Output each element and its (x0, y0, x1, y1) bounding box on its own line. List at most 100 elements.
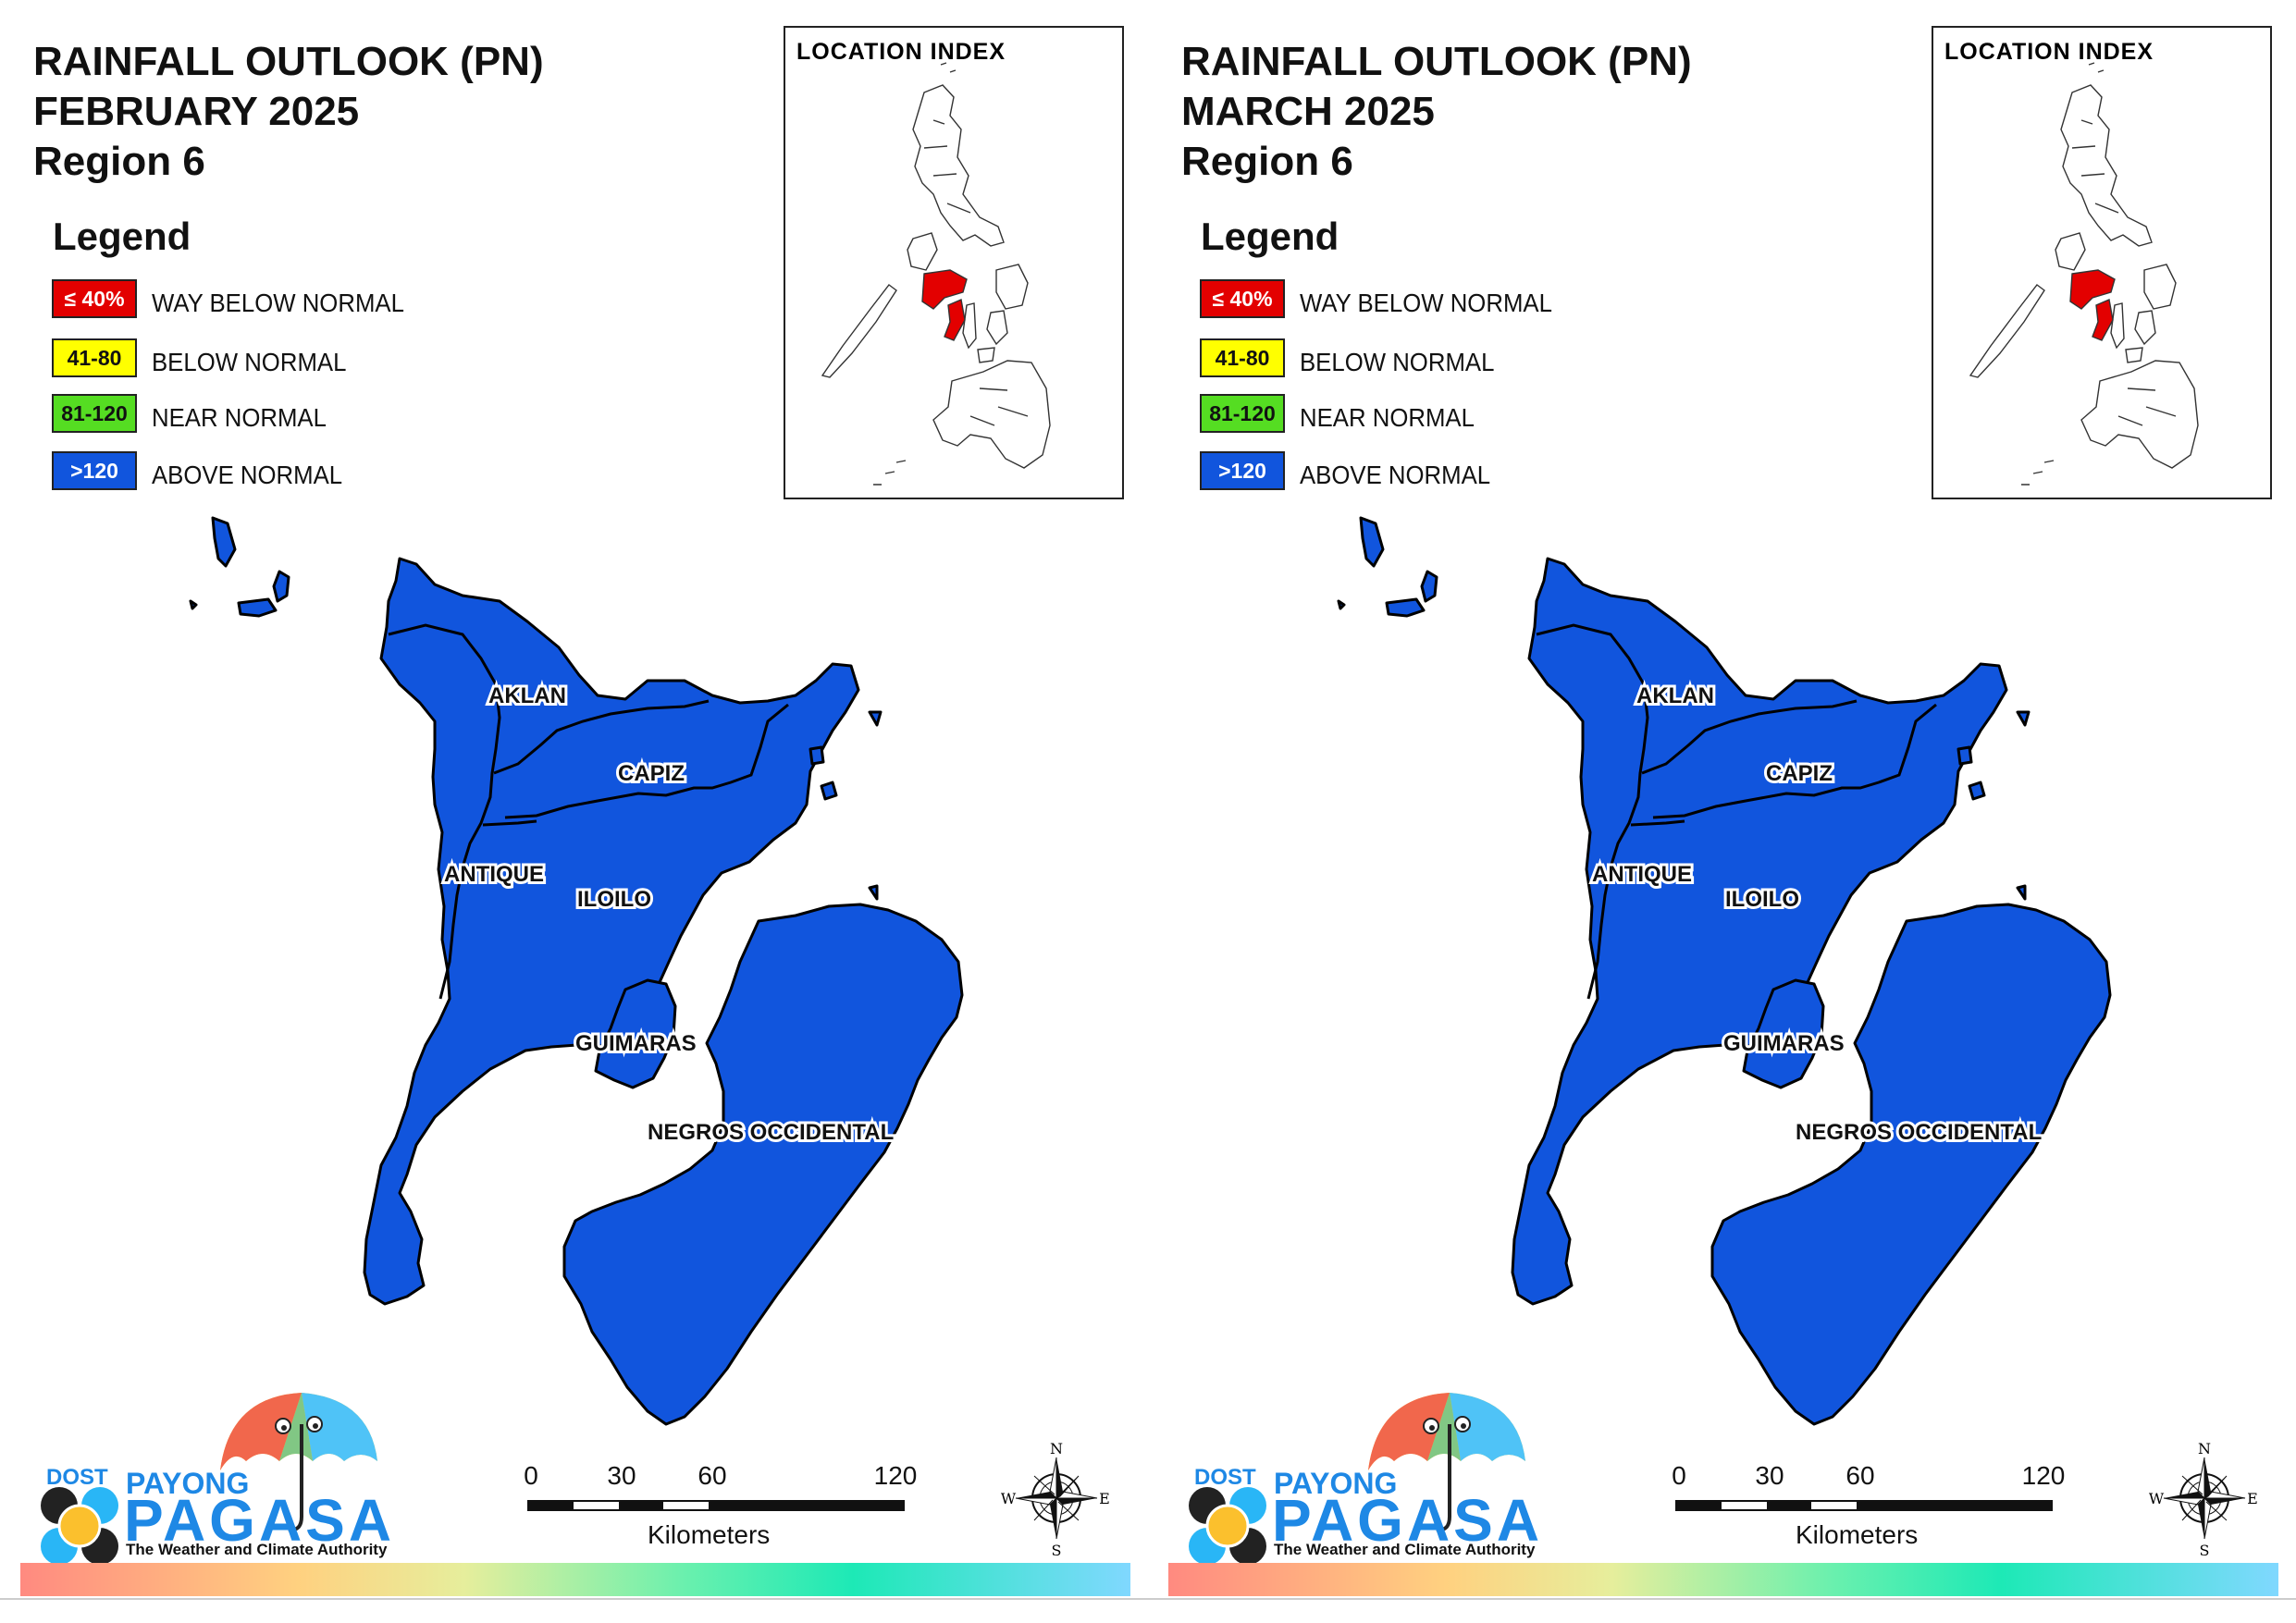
scale-tick: 120 (873, 1461, 918, 1490)
island-shape (1385, 597, 1426, 618)
philippines-inset-map (821, 62, 1051, 486)
compass-n: N (1050, 1440, 1063, 1457)
province-label-aklan: AKLAN (1636, 683, 1714, 708)
scale-tick: 60 (1845, 1461, 1875, 1490)
island-shape (820, 781, 838, 801)
philippines-inset-map (1969, 62, 2199, 486)
aklan-capiz-boundary (1641, 699, 1858, 775)
umbrella-logo-icon (1189, 1393, 1525, 1565)
province-label-antique: ANTIQUE (444, 862, 544, 887)
province-shapes (1337, 516, 2112, 1426)
location-index: LOCATION INDEX (784, 26, 1124, 499)
island-shape (809, 745, 825, 766)
umbrella-logo-icon (41, 1393, 377, 1565)
location-index-title: LOCATION INDEX (796, 39, 1006, 65)
legend-swatch: ≤ 40% (52, 279, 137, 318)
island-shape (1359, 516, 1385, 568)
scale-tick: 30 (607, 1461, 636, 1490)
dost-emblem (41, 1487, 118, 1565)
legend-swatch: >120 (1200, 451, 1285, 490)
region-6-map: AKLAN CAPIZ ANTIQUE ILOILO GUIMARAS NEGR… (189, 516, 964, 1426)
footer-gradient-bar (1168, 1563, 2278, 1596)
map-title: RAINFALL OUTLOOK (PN) FEBRUARY 2025 Regi… (33, 37, 544, 187)
province-label-guimaras: GUIMARAS (575, 1031, 697, 1056)
footer-divider (0, 1598, 2296, 1600)
legend-title: Legend (53, 215, 191, 258)
dost-label: DOST (1194, 1465, 1256, 1490)
title-line-1: RAINFALL OUTLOOK (PN) (33, 39, 544, 84)
province-label-capiz: CAPIZ (1766, 761, 1833, 786)
province-label-antique: ANTIQUE (1592, 862, 1692, 887)
legend-label: NEAR NORMAL (1300, 403, 1475, 432)
title-region: Region 6 (33, 139, 205, 184)
compass-s: S (2200, 1542, 2210, 1558)
footer-gradient-bar (20, 1563, 1130, 1596)
negros-occidental-shape (562, 903, 964, 1426)
island-shape (868, 884, 879, 901)
province-label-iloilo: ILOILO (1725, 887, 1799, 912)
dost-emblem (1189, 1487, 1266, 1565)
scale-tick: 0 (1672, 1461, 1686, 1490)
scale-tick: 60 (697, 1461, 727, 1490)
island-shape (189, 599, 198, 610)
legend-label: BELOW NORMAL (1300, 348, 1495, 376)
province-label-aklan: AKLAN (488, 683, 566, 708)
capiz-iloilo-boundary (504, 703, 789, 819)
tagline: The Weather and Climate Authority (1274, 1541, 1536, 1558)
tagline: The Weather and Climate Authority (126, 1541, 388, 1558)
compass-rose-icon: N E S W (2149, 1440, 2258, 1558)
island-shape (237, 597, 278, 618)
island-shape (2016, 710, 2031, 727)
compass-s: S (1052, 1542, 1062, 1558)
island-shape (868, 710, 883, 727)
legend-label: WAY BELOW NORMAL (152, 289, 404, 317)
island-shape (1957, 745, 1973, 766)
island-shape (211, 516, 237, 568)
location-index: LOCATION INDEX (1932, 26, 2272, 499)
compass-w: W (2149, 1490, 2165, 1507)
iloilo-antique-boundary (482, 819, 537, 827)
panay-island (1511, 557, 2008, 1306)
island-shape (272, 570, 290, 603)
map-title: RAINFALL OUTLOOK (PN) MARCH 2025 Region … (1181, 37, 1692, 187)
iloilo-antique-boundary (1630, 819, 1685, 827)
legend-label: BELOW NORMAL (152, 348, 347, 376)
antique-boundary (388, 623, 501, 1000)
aklan-capiz-boundary (493, 699, 710, 775)
compass-n: N (2198, 1440, 2211, 1457)
title-month: FEBRUARY 2025 (33, 89, 360, 134)
scale-bar: 0 30 60 120 Kilometers (518, 1461, 925, 1554)
compass-e: E (2247, 1490, 2258, 1507)
guimaras-island (1742, 978, 1825, 1089)
title-region: Region 6 (1181, 139, 1353, 184)
province-shapes (189, 516, 964, 1426)
pagasa-label: PAGASA (1272, 1487, 1544, 1554)
compass-rose-icon: N E S W (1001, 1440, 1110, 1558)
payong-label: PAYONG (1274, 1467, 1398, 1500)
legend-swatch: >120 (52, 451, 137, 490)
legend-label: ABOVE NORMAL (1300, 461, 1491, 489)
province-label-iloilo: ILOILO (577, 887, 651, 912)
compass-e: E (1099, 1490, 1110, 1507)
payong-pagasa-logo: DOST PAYONG PAGASA The Weather and Clima… (1176, 1387, 1546, 1565)
legend-swatch: 41-80 (1200, 338, 1285, 377)
guimaras-island (594, 978, 677, 1089)
dost-label: DOST (46, 1465, 108, 1490)
antique-boundary (1536, 623, 1649, 1000)
scale-tick: 0 (524, 1461, 538, 1490)
scale-tick: 120 (2021, 1461, 2066, 1490)
scale-bar-graphic (1675, 1500, 2053, 1511)
island-shape (2016, 884, 2027, 901)
province-label-negros-occidental: NEGROS OCCIDENTAL (1796, 1120, 2042, 1145)
island-shape (1968, 781, 1986, 801)
panay-island (363, 557, 860, 1306)
payong-pagasa-logo: DOST PAYONG PAGASA The Weather and Clima… (28, 1387, 398, 1565)
location-index-title: LOCATION INDEX (1944, 39, 2154, 65)
region-6-highlight (921, 269, 968, 341)
legend-title: Legend (1201, 215, 1339, 258)
province-label-capiz: CAPIZ (618, 761, 685, 786)
legend-swatch: 81-120 (1200, 394, 1285, 433)
region-6-map: AKLAN CAPIZ ANTIQUE ILOILO GUIMARAS NEGR… (1337, 516, 2112, 1426)
scale-unit: Kilometers (648, 1520, 771, 1549)
negros-occidental-shape (1710, 903, 2112, 1426)
